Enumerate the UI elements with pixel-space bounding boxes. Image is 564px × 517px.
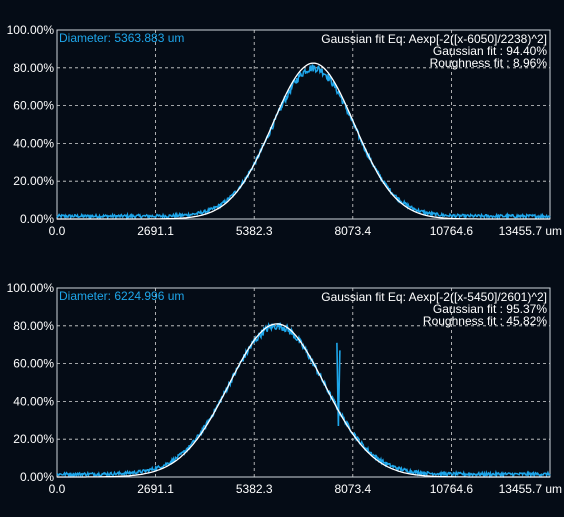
x-tick-label: 10764.6 [430,482,474,496]
measured-profile-line [56,64,551,221]
gaussian-fit-equation: Gaussian fit Eq: Aexp[-2([x-6050]/2238)^… [321,32,547,46]
y-tick-label: 0.00% [20,212,54,226]
gaussian-fit-value: Gaussian fit : 95.37% [433,302,547,316]
y-tick-label: 80.00% [13,319,54,333]
x-tick-label: 0.0 [49,224,66,238]
beam-profile-chart-top: 0.00% 20.00% 40.00% 60.00% 80.00% 100.00% 0.0 2… [7,23,562,238]
roughness-fit-value: Roughness fit : 45.82% [423,314,547,328]
gaussian-fit-value: Gaussian fit : 94.40% [433,44,547,58]
x-tick-label: 8073.4 [334,482,371,496]
diameter-label: Diameter: 5363.883 um [59,31,184,45]
gaussian-fit-line [57,62,550,220]
beam-profile-chart-bottom: 0.00% 20.00% 40.00% 60.00% 80.00% 100.00% 0.0 2… [7,281,562,496]
gaussian-fit-equation: Gaussian fit Eq: Aexp[-2([x-5450]/2601)^… [321,290,547,304]
y-tick-label: 100.00% [7,23,55,37]
y-tick-label: 60.00% [13,357,54,371]
y-tick-label: 0.00% [20,470,54,484]
measured-profile-spike [336,342,341,426]
plot-frame [56,287,551,478]
x-tick-label: 5382.3 [236,482,273,496]
y-tick-label: 40.00% [13,394,54,408]
x-tick-label: 2691.1 [137,224,174,238]
x-tick-label: 5382.3 [236,224,273,238]
y-tick-label: 40.00% [13,136,54,150]
x-tick-label: 2691.1 [137,482,174,496]
plot-frame [56,29,551,220]
y-tick-label: 20.00% [13,432,54,446]
x-tick-label: 13455.7 um [499,224,562,238]
x-tick-label: 10764.6 [430,224,474,238]
y-tick-label: 60.00% [13,99,54,113]
gaussian-fit-line [57,323,550,478]
y-tick-label: 20.00% [13,174,54,188]
x-tick-label: 13455.7 um [499,482,562,496]
diameter-label: Diameter: 6224.996 um [59,289,184,303]
x-tick-label: 8073.4 [334,224,371,238]
y-tick-label: 80.00% [13,61,54,75]
x-tick-label: 0.0 [49,482,66,496]
roughness-fit-value: Roughness fit : 8.96% [430,56,548,70]
y-tick-label: 100.00% [7,281,55,295]
